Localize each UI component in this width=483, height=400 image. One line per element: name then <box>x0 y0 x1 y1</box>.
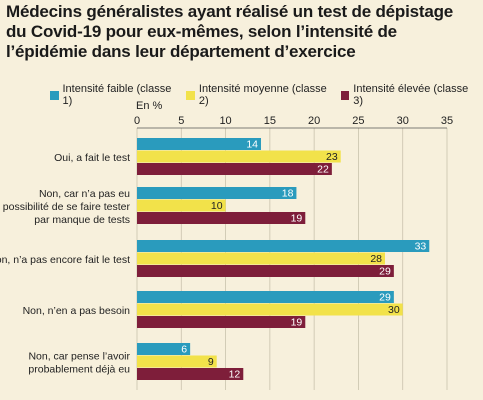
bar <box>137 163 332 175</box>
bar-value-label: 28 <box>370 253 382 265</box>
x-tick-label: 30 <box>397 115 409 127</box>
bar-value-label: 23 <box>326 151 338 163</box>
bar <box>137 187 297 199</box>
bar <box>137 343 191 355</box>
category-label: Non, car pense l’avoir <box>28 350 130 362</box>
x-tick-label: 0 <box>134 115 140 127</box>
legend-label-medium: Intensité moyenne (classe 2) <box>198 83 327 107</box>
unit-label: En % <box>136 100 163 112</box>
bar-value-label: 10 <box>211 200 223 212</box>
bar <box>137 150 341 163</box>
bar-value-label: 22 <box>317 164 329 176</box>
legend-item-medium: Intensité moyenne (classe 2) <box>186 83 331 107</box>
legend-item-high: Intensité élevée (classe 3) <box>340 83 474 107</box>
legend-swatch-medium <box>186 90 195 100</box>
bar <box>137 252 385 265</box>
category-label: la possibilité de se faire tester <box>0 201 130 213</box>
category-label: Non, n’en a pas besoin <box>23 305 131 317</box>
bar <box>137 199 226 212</box>
legend-swatch-low <box>50 90 59 100</box>
bar-value-label: 30 <box>388 304 400 316</box>
x-tick-label: 35 <box>441 115 453 127</box>
bar-value-label: 29 <box>379 292 391 304</box>
bar-value-label: 12 <box>229 369 241 381</box>
bar <box>137 316 306 328</box>
bar-value-label: 33 <box>415 241 427 253</box>
legend-swatch-high <box>340 90 350 100</box>
x-tick-label: 15 <box>264 115 276 127</box>
bar-value-label: 29 <box>379 266 391 278</box>
x-tick-label: 20 <box>308 115 320 127</box>
category-label: Oui, a fait le test <box>54 152 130 164</box>
bar <box>137 240 430 252</box>
category-label: probablement déjà eu <box>28 363 130 375</box>
bar <box>137 355 217 368</box>
bar-value-label: 9 <box>208 356 214 368</box>
bar <box>137 303 403 316</box>
bar <box>137 291 394 303</box>
bar-value-label: 6 <box>181 344 187 356</box>
x-tick-label: 5 <box>178 115 184 127</box>
category-label: Non, n’a pas encore fait le test <box>0 254 130 266</box>
category-label: Non, car n’a pas eu <box>39 188 130 200</box>
x-tick-label: 25 <box>352 115 364 127</box>
legend-label-low: Intensité faible (classe 1) <box>62 83 172 107</box>
x-tick-label: 10 <box>219 115 231 127</box>
category-label: par manque de tests <box>34 214 130 226</box>
bar-value-label: 18 <box>282 188 294 200</box>
legend: Intensité faible (classe 1) Intensité mo… <box>50 83 483 107</box>
bar-value-label: 19 <box>291 213 303 225</box>
chart-title: Médecins généralistes ayant réalisé un t… <box>6 2 454 61</box>
bar-value-label: 14 <box>246 139 258 151</box>
legend-label-high: Intensité élevée (classe 3) <box>353 83 469 107</box>
legend-item-low: Intensité faible (classe 1) <box>50 83 177 107</box>
bar <box>137 265 394 277</box>
bar <box>137 368 244 380</box>
bar-value-label: 19 <box>291 317 303 329</box>
bar <box>137 212 306 224</box>
bar <box>137 138 261 150</box>
